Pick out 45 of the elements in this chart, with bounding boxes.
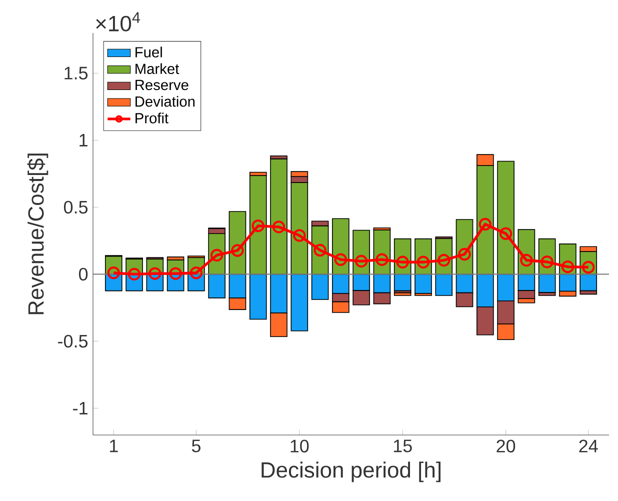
y-tick-label: -0.5 xyxy=(58,334,88,348)
point xyxy=(210,248,224,262)
point xyxy=(520,254,533,267)
point xyxy=(148,267,162,280)
point xyxy=(582,260,595,274)
point xyxy=(190,266,203,280)
x-tick-label: 1 xyxy=(110,440,118,452)
point xyxy=(128,268,141,281)
point xyxy=(561,260,574,274)
point xyxy=(438,254,450,267)
x-tick-label: 20 xyxy=(496,440,516,452)
point xyxy=(231,244,244,257)
point xyxy=(252,219,264,232)
bar xyxy=(394,292,412,296)
y-axis-title: Revenue/Cost[$] xyxy=(27,154,48,314)
y-tick-label: 0.5 xyxy=(64,200,88,214)
x-tick-label: 24 xyxy=(579,440,598,452)
legend-label: Market xyxy=(136,63,180,74)
point xyxy=(396,256,409,268)
point xyxy=(314,244,326,257)
point xyxy=(376,253,388,266)
point xyxy=(293,229,306,242)
x-tick-label: 10 xyxy=(290,440,309,452)
y-tick-label: 0 xyxy=(78,268,88,281)
y-tick-label: -1 xyxy=(73,402,88,414)
legend-label: Reserve xyxy=(136,80,188,90)
point xyxy=(416,256,430,268)
text: ×10$^{4}$ xyxy=(96,12,140,32)
point xyxy=(334,253,348,266)
y-tick-label: 1 xyxy=(80,134,88,146)
x-axis-title: Decision period [h] xyxy=(262,462,440,482)
point xyxy=(499,227,512,240)
point xyxy=(540,256,554,268)
point xyxy=(478,218,492,231)
x-tick-label: 15 xyxy=(394,440,412,452)
x-tick-label: 5 xyxy=(192,440,200,452)
point xyxy=(354,254,368,268)
point xyxy=(458,248,471,261)
point xyxy=(169,267,182,280)
point xyxy=(107,266,120,280)
legend-label: Fuel xyxy=(136,46,162,58)
point xyxy=(272,220,286,234)
legend-label: Profit xyxy=(136,112,168,124)
legend-label: Deviation xyxy=(136,96,195,107)
y-tick-label: 1.5 xyxy=(64,66,88,80)
